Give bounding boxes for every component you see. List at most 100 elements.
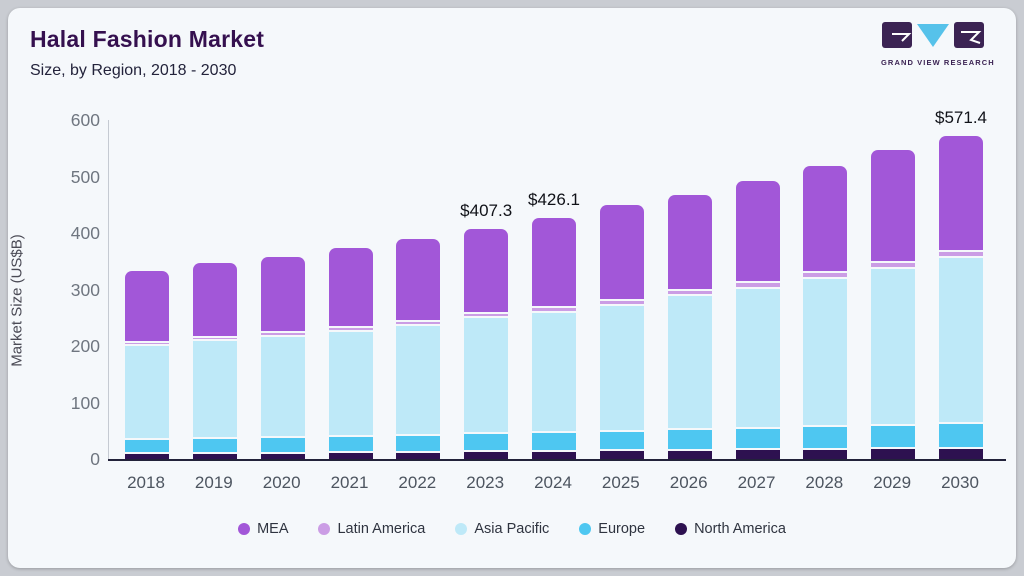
segment-north-america-2021 [328,451,373,459]
legend-label-europe: Europe [598,521,646,537]
y-tick-400: 400 [70,223,100,243]
segment-asia-pacific-2025 [599,303,644,430]
y-axis-title: Market Size (US$B) [8,234,26,367]
segment-asia-pacific-2023 [464,316,509,433]
bar-2020 [260,256,305,459]
segment-north-america-2024 [532,449,576,459]
segment-latin-america-2020 [260,330,305,335]
segment-mea-2027 [735,180,780,282]
segment-north-america-2028 [803,447,848,459]
segment-latin-america-2030 [939,250,983,257]
logo-wordmark: GRAND VIEW RESEARCH [881,58,995,67]
segment-latin-america-2029 [871,261,916,268]
x-tick-2028: 2028 [805,473,844,492]
legend-dot-mea [238,523,251,535]
segment-latin-america-2027 [735,281,780,287]
x-tick-2026: 2026 [669,473,708,492]
segment-latin-america-2026 [667,289,712,295]
segment-europe-2022 [396,433,441,451]
bar-2028 [803,166,848,459]
segment-mea-2019 [192,263,237,336]
bar-2018 [125,270,169,459]
segment-asia-pacific-2021 [328,329,373,435]
segment-north-america-2025 [599,449,644,459]
x-axis-line [108,459,1006,461]
segment-north-america-2026 [667,448,712,459]
segment-mea-2023 [464,228,509,313]
segment-mea-2024 [532,218,576,306]
x-axis-labels: 2018 2019 2020 2021 2022 2023 2024 2025 2026 2027… [108,473,1004,497]
x-tick-2030: 2030 [941,473,979,492]
legend-label-latin-america: Latin America [337,521,426,537]
x-tick-2022: 2022 [398,473,437,492]
segment-europe-2029 [871,423,916,448]
y-tick-600: 600 [70,110,100,130]
bar-2024 [532,218,576,459]
segment-north-america-2027 [735,448,780,459]
segment-asia-pacific-2030 [939,256,983,422]
segment-latin-america-2019 [192,335,237,340]
segment-north-america-2023 [464,450,509,459]
segment-mea-2020 [260,256,305,331]
x-tick-2023: 2023 [466,473,505,492]
value-label-2024: $426.1 [528,190,580,210]
y-axis-ticks: 0 100 200 300 400 500 600 [38,110,100,481]
segment-latin-america-2028 [803,271,848,277]
segment-asia-pacific-2022 [396,324,441,434]
segment-asia-pacific-2024 [532,310,576,432]
value-label-2023: $407.3 [460,200,513,220]
segment-europe-2018 [125,437,169,453]
legend-dot-europe [579,523,592,535]
segment-mea-2025 [599,204,644,300]
segment-europe-2030 [939,422,983,447]
segment-asia-pacific-2020 [260,334,305,436]
segment-north-america-2018 [125,452,169,459]
bar-2027 [735,180,780,459]
bar-2023 [464,228,509,459]
chart-legend: MEA Latin America Asia Pacific Europe North … [8,516,1016,542]
x-tick-2029: 2029 [873,473,912,492]
segment-latin-america-2025 [599,299,644,304]
gvr-logo-icon [882,22,984,48]
segment-europe-2028 [803,425,848,448]
segment-europe-2019 [192,436,237,452]
bar-2026 [667,194,712,459]
segment-europe-2023 [464,432,509,451]
segment-north-america-2030 [939,446,983,459]
segment-asia-pacific-2019 [192,339,237,437]
page-subtitle: Size, by Region, 2018 - 2030 [30,62,237,79]
x-tick-2027: 2027 [737,473,776,492]
legend-item-europe: Europe [579,521,645,537]
segment-latin-america-2022 [396,320,441,325]
segment-asia-pacific-2027 [735,286,780,427]
segment-north-america-2020 [260,451,305,459]
legend-item-mea: MEA [238,521,288,537]
x-tick-2018: 2018 [127,473,165,492]
segment-mea-2022 [396,238,441,321]
bar-2030 [939,136,983,459]
legend-item-asia-pacific: Asia Pacific [455,521,549,537]
x-tick-2021: 2021 [330,473,369,492]
segment-asia-pacific-2028 [803,276,848,426]
legend-label-asia-pacific: Asia Pacific [474,521,550,537]
y-tick-500: 500 [70,166,100,187]
segment-mea-2029 [871,150,916,262]
legend-label-mea: MEA [257,521,289,537]
bar-2025 [599,204,644,459]
segment-mea-2026 [667,194,712,290]
grand-view-research-logo: GRAND VIEW RESEARCH [881,20,995,67]
segment-europe-2025 [599,429,644,450]
segment-north-america-2029 [871,447,916,459]
segment-europe-2026 [667,428,712,449]
y-tick-300: 300 [70,279,100,300]
y-tick-200: 200 [70,336,100,356]
chart-card: Halal Fashion Market Size, by Region, 20… [8,8,1016,568]
legend-dot-asia-pacific [455,523,468,535]
legend-item-north-america: North America [675,521,786,537]
segment-latin-america-2021 [328,325,373,330]
x-tick-2020: 2020 [262,473,301,492]
segment-mea-2018 [125,270,169,341]
segment-latin-america-2024 [532,305,576,311]
bar-2029 [871,150,916,459]
segment-mea-2021 [328,248,373,326]
